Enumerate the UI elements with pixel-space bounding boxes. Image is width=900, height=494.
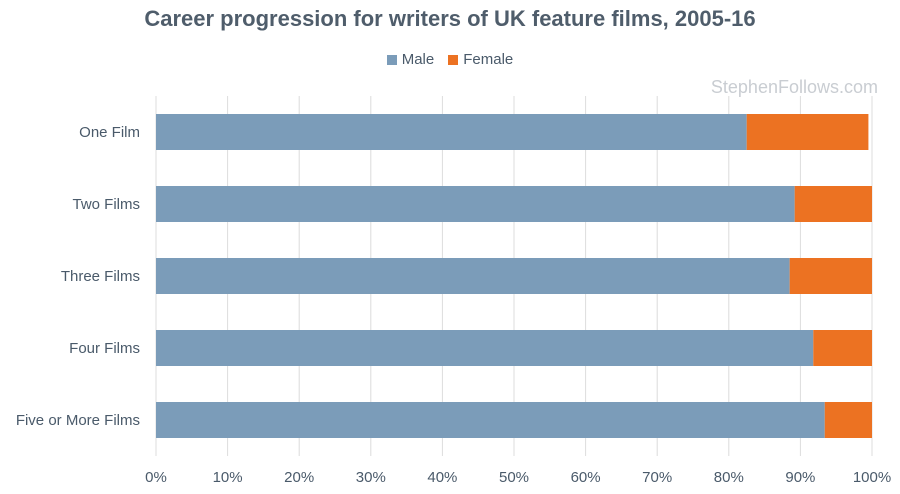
bar-female	[789, 258, 872, 294]
x-tick-label: 50%	[499, 469, 529, 486]
legend-label-male: Male	[401, 51, 435, 68]
legend-swatch-male	[386, 54, 397, 65]
bar-male	[156, 114, 747, 150]
legend-item-male: Male	[386, 51, 435, 68]
x-tick-label: 20%	[284, 469, 314, 486]
x-tick-label: 10%	[213, 469, 243, 486]
bar-male	[156, 330, 814, 366]
x-tick-label: 100%	[853, 469, 891, 486]
y-category-label: Four Films	[69, 340, 140, 357]
bar-female	[824, 402, 872, 438]
x-tick-label: 80%	[714, 469, 744, 486]
x-tick-label: 40%	[427, 469, 457, 486]
legend-label-female: Female	[463, 51, 514, 68]
x-tick-label: 90%	[785, 469, 815, 486]
bar-male	[156, 258, 790, 294]
legend: Male Female	[0, 51, 900, 68]
bar-female	[794, 186, 872, 222]
x-tick-label: 0%	[145, 469, 167, 486]
y-category-label: Three Films	[61, 268, 140, 285]
bar-female	[813, 330, 872, 366]
y-category-label: One Film	[79, 124, 140, 141]
x-tick-label: 70%	[642, 469, 672, 486]
bar-male	[156, 402, 825, 438]
x-tick-label: 60%	[571, 469, 601, 486]
chart-title: Career progression for writers of UK fea…	[144, 6, 756, 31]
legend-item-female: Female	[448, 51, 513, 68]
bar-female	[746, 114, 869, 150]
bar-male	[156, 186, 795, 222]
y-category-label: Two Films	[73, 196, 141, 213]
legend-swatch-female	[448, 54, 459, 65]
watermark: StephenFollows.com	[710, 77, 878, 97]
x-tick-label: 30%	[356, 469, 386, 486]
y-category-label: Five or More Films	[16, 412, 140, 429]
